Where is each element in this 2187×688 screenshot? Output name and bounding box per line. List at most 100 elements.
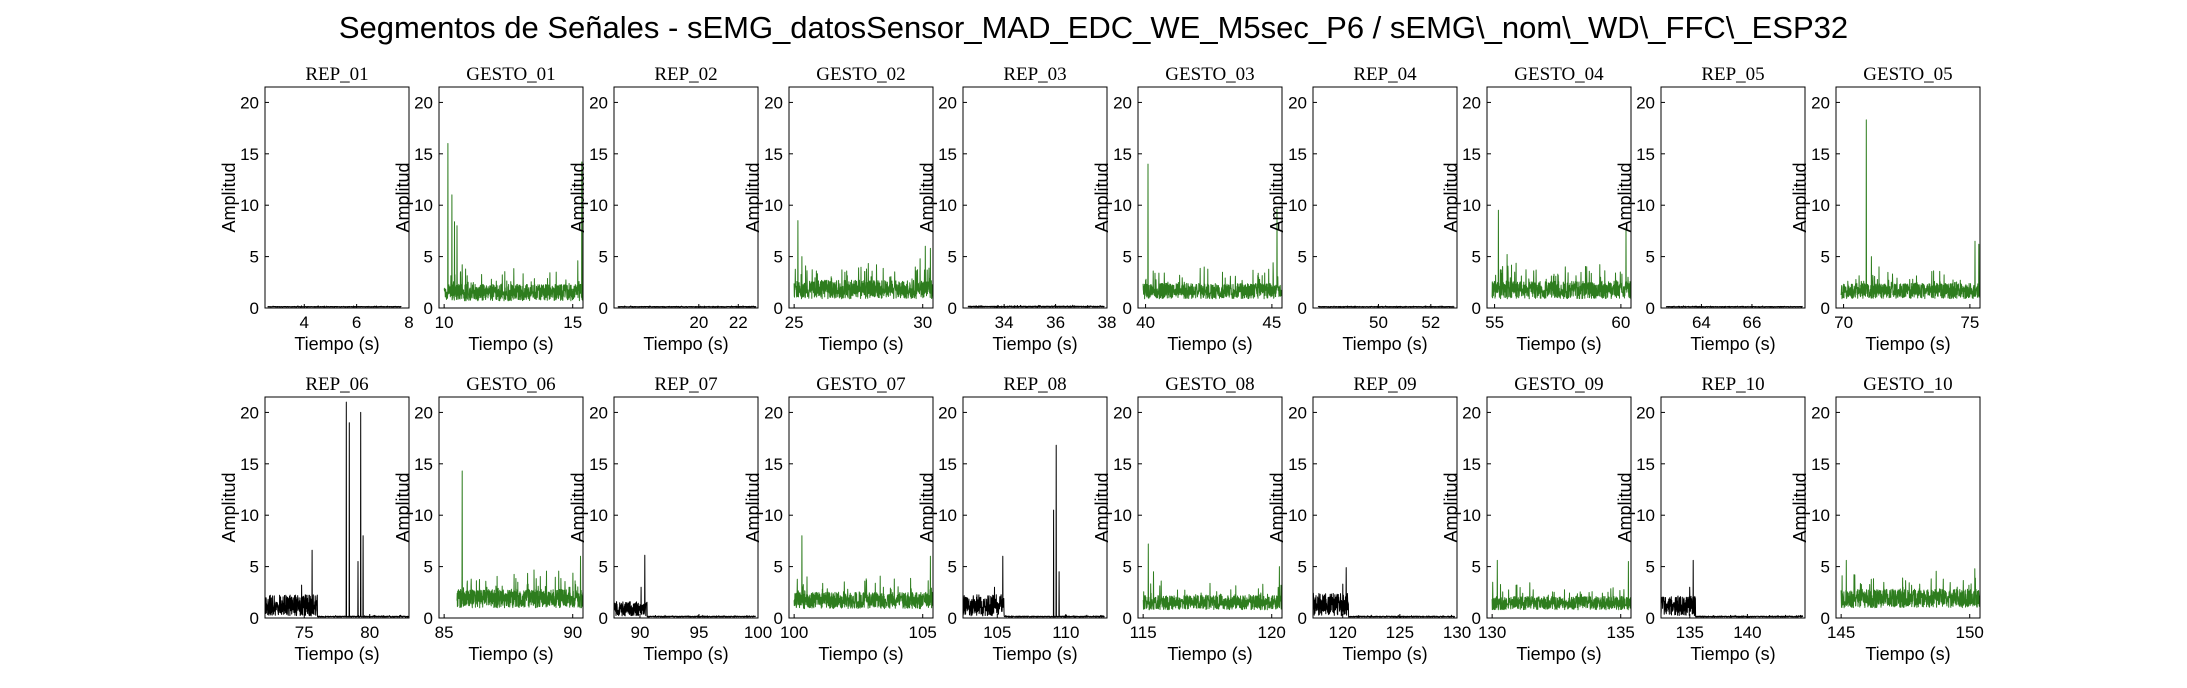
x-tick-label: 8 (404, 313, 413, 332)
y-tick-label: 10 (938, 196, 957, 215)
subplot: GESTO_08 0 5 10 15 20 115 120 Tiempo (s) Amplitud (1092, 374, 1286, 664)
signal-trace (1840, 559, 1981, 609)
y-tick-label: 15 (1288, 455, 1307, 474)
x-tick-label: 64 (1692, 313, 1711, 332)
x-axis-label: Tiempo (s) (294, 644, 379, 664)
y-tick-label: 20 (414, 403, 433, 422)
subplot-title: GESTO_07 (816, 374, 905, 395)
axes-box (264, 86, 410, 309)
x-axis-label: Tiempo (s) (818, 334, 903, 354)
y-axis-label: Amplitud (1441, 162, 1461, 232)
axes-box (1486, 86, 1632, 309)
x-tick-label: 34 (995, 313, 1014, 332)
x-tick-label: 125 (1386, 623, 1414, 642)
subplot: REP_08 0 5 10 15 20 105 110 Tiempo (s) Amplitud (917, 374, 1108, 664)
y-tick-label: 5 (1646, 558, 1655, 577)
y-tick-label: 0 (599, 609, 608, 628)
y-axis-label: Amplitud (1092, 472, 1112, 542)
axes-box (613, 86, 759, 309)
y-axis-label: Amplitud (1441, 472, 1461, 542)
y-tick-label: 10 (414, 196, 433, 215)
y-tick-label: 15 (240, 455, 259, 474)
y-tick-label: 15 (764, 145, 783, 164)
x-tick-label: 120 (1329, 623, 1357, 642)
x-axis-label: Tiempo (s) (643, 644, 728, 664)
signal-trace (1491, 209, 1632, 300)
x-tick-label: 105 (909, 623, 937, 642)
y-tick-label: 20 (938, 403, 957, 422)
axes-box (788, 396, 934, 619)
subplot-title: REP_01 (305, 64, 368, 85)
x-tick-label: 6 (352, 313, 361, 332)
y-tick-label: 15 (1811, 455, 1830, 474)
subplot-title: REP_05 (1701, 64, 1764, 85)
axes-box (788, 86, 934, 309)
subplot: GESTO_10 0 5 10 15 20 145 150 Tiempo (s) Amplitud (1790, 374, 1984, 664)
subplot-title: REP_10 (1701, 374, 1764, 395)
signal-trace (617, 305, 757, 308)
y-tick-label: 15 (938, 145, 957, 164)
subplot: GESTO_03 0 5 10 15 20 40 45 Tiempo (s) Amplitud (1092, 64, 1283, 354)
y-axis-label: Amplitud (1267, 162, 1287, 232)
axes-box (1835, 86, 1981, 309)
y-tick-label: 5 (424, 248, 433, 267)
x-tick-label: 145 (1827, 623, 1855, 642)
x-axis-label: Tiempo (s) (1690, 644, 1775, 664)
axes-box (1486, 396, 1632, 619)
x-tick-label: 90 (631, 623, 650, 642)
axes-box (438, 86, 584, 309)
y-tick-label: 20 (1288, 403, 1307, 422)
y-tick-label: 5 (599, 248, 608, 267)
y-tick-label: 10 (589, 506, 608, 525)
signal-trace (1317, 305, 1455, 308)
signal-trace (1660, 559, 1804, 618)
y-tick-label: 10 (764, 506, 783, 525)
subplot: GESTO_01 0 5 10 15 20 10 15 Tiempo (s) Amplitud (393, 64, 584, 354)
signal-trace (1491, 559, 1632, 611)
y-tick-label: 0 (1646, 609, 1655, 628)
y-axis-label: Amplitud (1615, 472, 1635, 542)
x-axis-label: Tiempo (s) (1516, 644, 1601, 664)
y-tick-label: 10 (1636, 506, 1655, 525)
signal-trace (1840, 119, 1981, 300)
y-axis-label: Amplitud (743, 162, 763, 232)
x-tick-label: 150 (1956, 623, 1984, 642)
x-tick-label: 36 (1046, 313, 1065, 332)
figure-title: Segmentos de Señales - sEMG_datosSensor_… (338, 10, 1849, 45)
x-axis-label: Tiempo (s) (1690, 334, 1775, 354)
y-tick-label: 0 (250, 609, 259, 628)
subplot-title: GESTO_03 (1165, 64, 1254, 85)
y-tick-label: 0 (424, 609, 433, 628)
y-tick-label: 15 (764, 455, 783, 474)
y-tick-label: 10 (1113, 506, 1132, 525)
y-tick-label: 20 (1113, 403, 1132, 422)
y-tick-label: 15 (1288, 145, 1307, 164)
y-tick-label: 15 (1636, 455, 1655, 474)
y-tick-label: 10 (1462, 506, 1481, 525)
signal-trace (793, 535, 934, 610)
y-tick-label: 20 (589, 403, 608, 422)
subplot: GESTO_02 0 5 10 15 20 25 30 Tiempo (s) Amplitud (743, 64, 934, 354)
x-tick-label: 105 (983, 623, 1011, 642)
subplot: GESTO_06 0 5 10 15 20 85 90 Tiempo (s) Amplitud (393, 374, 584, 664)
y-tick-label: 10 (1288, 196, 1307, 215)
subplot-title: GESTO_10 (1863, 374, 1952, 395)
y-tick-label: 15 (1636, 145, 1655, 164)
x-tick-label: 140 (1733, 623, 1761, 642)
x-tick-label: 4 (300, 313, 309, 332)
x-axis-label: Tiempo (s) (1167, 334, 1252, 354)
y-tick-label: 20 (414, 93, 433, 112)
y-tick-label: 0 (1298, 609, 1307, 628)
axes-box (962, 396, 1108, 619)
y-tick-label: 15 (938, 455, 957, 474)
y-tick-label: 0 (1821, 609, 1830, 628)
y-tick-label: 15 (414, 455, 433, 474)
subplot: REP_07 0 5 10 15 20 90 95 100 Tiempo (s) Amplitud (568, 374, 772, 664)
subplot: GESTO_07 0 5 10 15 20 100 105 Tiempo (s) Amplitud (743, 374, 937, 664)
x-axis-label: Tiempo (s) (468, 334, 553, 354)
y-tick-label: 15 (589, 455, 608, 474)
subplot: GESTO_04 0 5 10 15 20 55 60 Tiempo (s) Amplitud (1441, 64, 1632, 354)
y-tick-label: 5 (250, 248, 259, 267)
